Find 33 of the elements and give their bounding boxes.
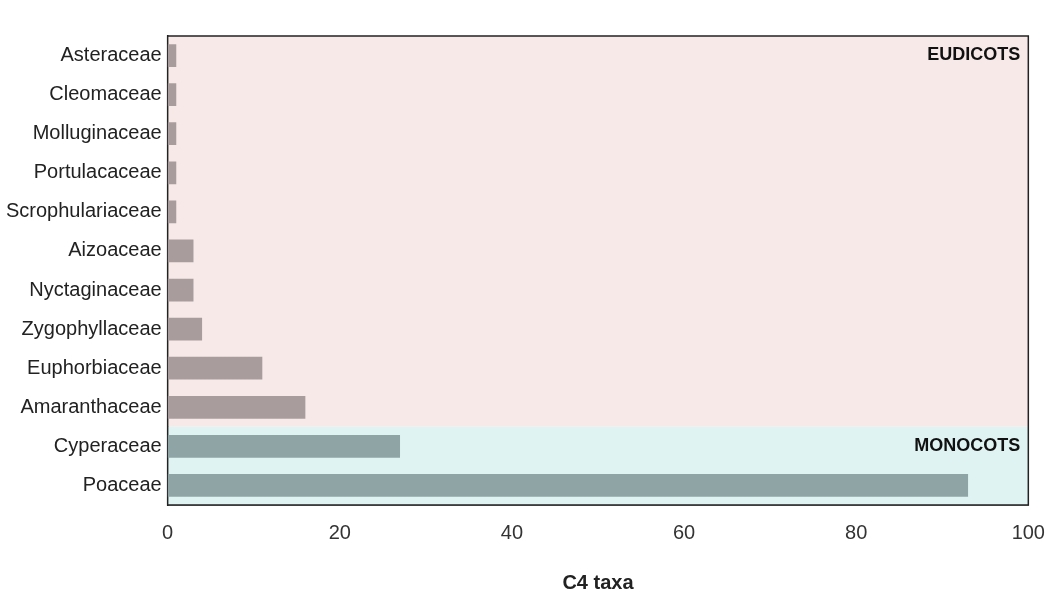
bar — [167, 122, 177, 146]
x-tick-label: 40 — [500, 520, 524, 543]
bar — [167, 83, 177, 106]
band-label: EUDICOTS — [927, 43, 1021, 64]
x-axis-title: C4 taxa — [562, 570, 635, 593]
bar — [167, 44, 177, 67]
y-tick-label: Nyctaginaceae — [29, 277, 162, 300]
bar — [167, 317, 203, 341]
x-tick-label: 80 — [845, 520, 868, 543]
bar — [167, 239, 194, 263]
y-tick-label: Amaranthaceae — [20, 394, 162, 417]
x-tick-label: 100 — [1011, 520, 1045, 543]
y-tick-label: Scrophulariaceae — [6, 199, 162, 222]
y-tick-label: Asteraceae — [60, 43, 162, 66]
y-tick-label: Cleomaceae — [49, 82, 162, 105]
bar — [167, 278, 194, 302]
bar — [167, 474, 969, 497]
x-tick-label: 20 — [328, 520, 351, 543]
bar — [167, 200, 177, 224]
y-tick-label: Poaceae — [82, 472, 162, 495]
y-tick-label: Cyperaceae — [53, 433, 162, 456]
bar — [167, 435, 401, 458]
y-tick-label: Aizoaceae — [68, 238, 162, 261]
x-tick-label: 0 — [162, 520, 174, 543]
y-tick-label: Zygophyllaceae — [21, 316, 162, 339]
x-tick-label: 60 — [672, 520, 696, 543]
y-tick-label: Portulacaceae — [33, 160, 162, 183]
bar — [167, 356, 263, 380]
band-label: MONOCOTS — [914, 434, 1021, 455]
bar — [167, 161, 177, 185]
y-tick-label: Molluginaceae — [32, 121, 162, 144]
y-tick-label: Euphorbiaceae — [27, 355, 162, 378]
bar — [167, 395, 306, 419]
